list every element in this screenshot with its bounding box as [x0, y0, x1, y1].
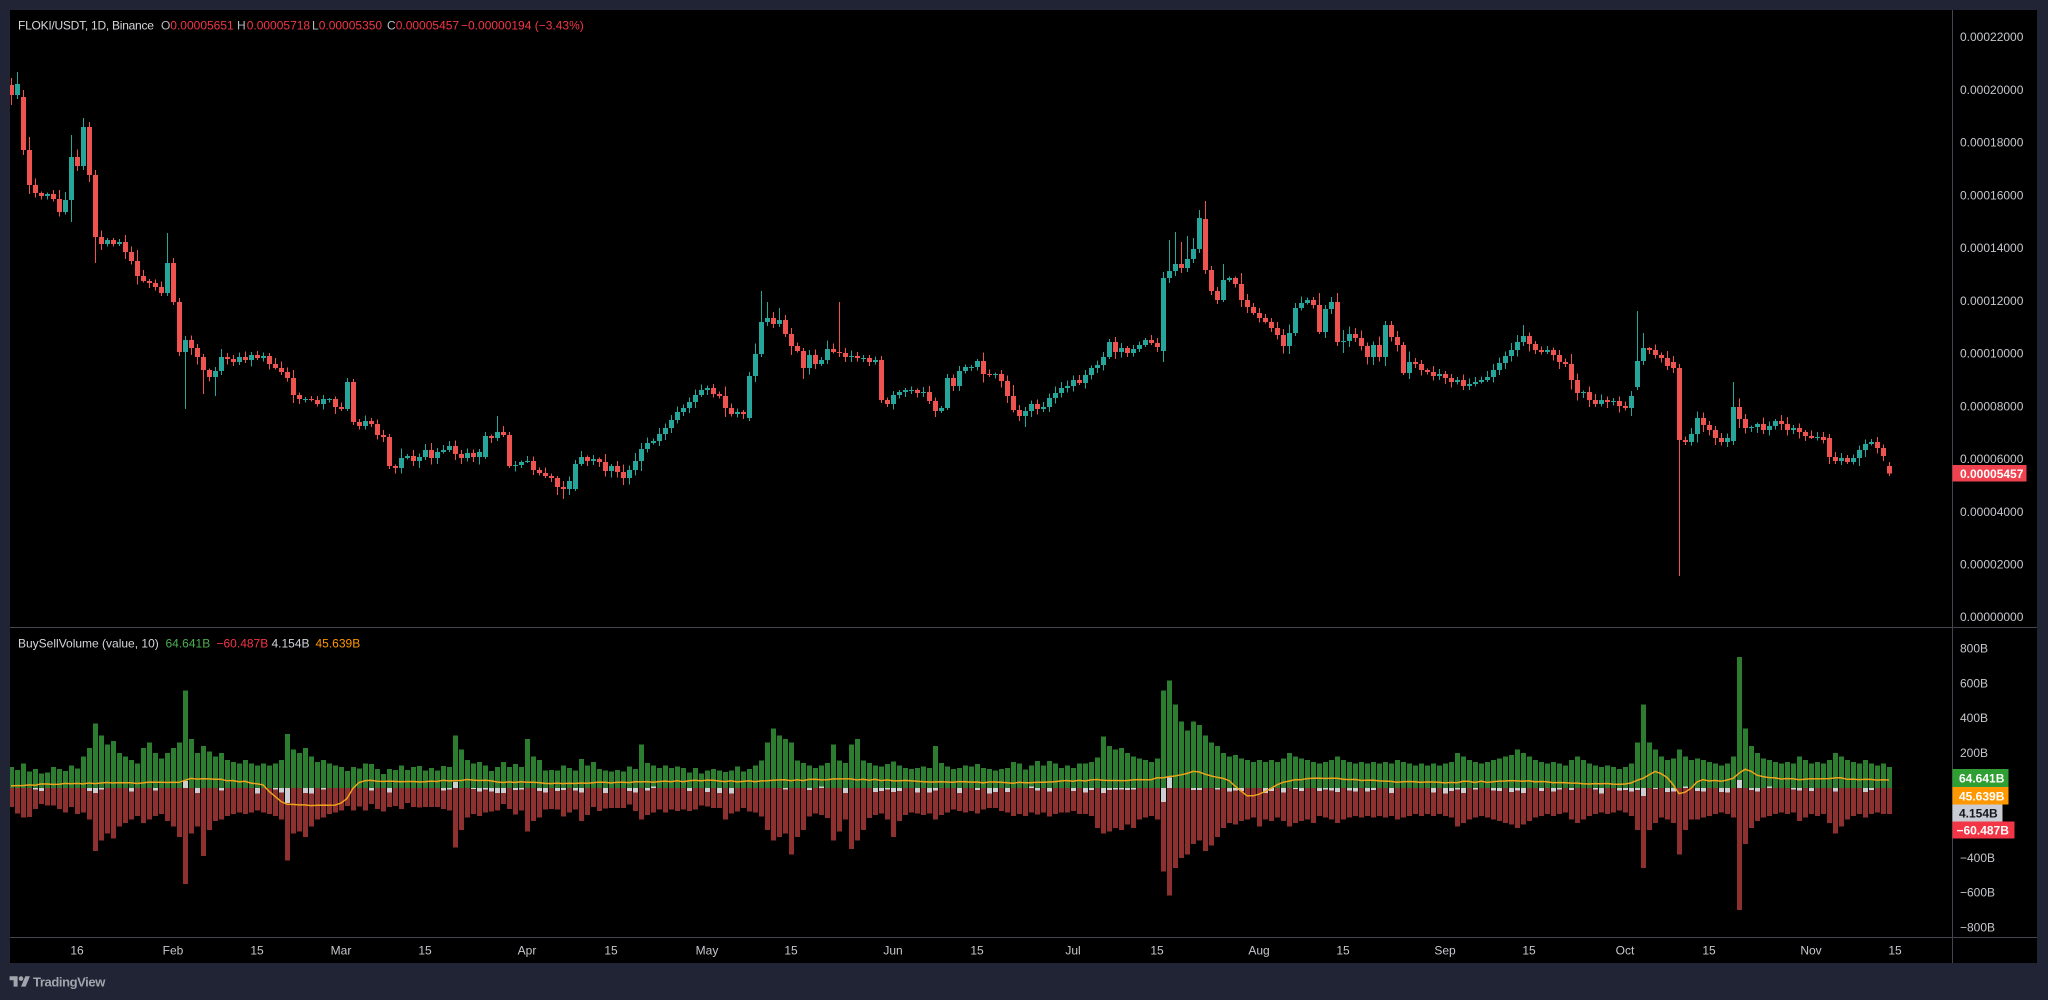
- svg-text:15: 15: [784, 944, 798, 958]
- svg-text:−60.487B: −60.487B: [1957, 824, 2010, 838]
- svg-text:0.00006000: 0.00006000: [1960, 452, 2024, 466]
- svg-text:0.00005651: 0.00005651: [170, 19, 234, 33]
- svg-text:0.00010000: 0.00010000: [1960, 347, 2024, 361]
- svg-text:0.00022000: 0.00022000: [1960, 30, 2024, 44]
- svg-text:45.639B: 45.639B: [316, 637, 361, 651]
- svg-text:0.00002000: 0.00002000: [1960, 558, 2024, 572]
- svg-text:4.154B: 4.154B: [1959, 807, 1998, 821]
- svg-text:−800B: −800B: [1960, 921, 1995, 935]
- svg-text:FLOKI/USDT, 1D, Binance: FLOKI/USDT, 1D, Binance: [18, 19, 154, 33]
- svg-text:Nov: Nov: [1800, 944, 1821, 958]
- svg-text:0.00000000: 0.00000000: [1960, 610, 2024, 624]
- svg-text:0.00008000: 0.00008000: [1960, 399, 2024, 413]
- svg-text:800B: 800B: [1960, 641, 1988, 655]
- svg-text:O: O: [161, 19, 170, 33]
- svg-text:4.154B: 4.154B: [272, 637, 310, 651]
- svg-text:400B: 400B: [1960, 711, 1988, 725]
- svg-text:15: 15: [1702, 944, 1716, 958]
- svg-text:15: 15: [250, 944, 264, 958]
- svg-text:15: 15: [1888, 944, 1902, 958]
- svg-text:Mar: Mar: [331, 944, 352, 958]
- svg-text:Feb: Feb: [163, 944, 184, 958]
- svg-text:15: 15: [1150, 944, 1164, 958]
- svg-text:64.641B: 64.641B: [1959, 772, 2005, 786]
- svg-text:C: C: [387, 19, 396, 33]
- svg-text:0.00018000: 0.00018000: [1960, 136, 2024, 150]
- svg-text:600B: 600B: [1960, 676, 1988, 690]
- svg-text:0.00012000: 0.00012000: [1960, 294, 2024, 308]
- svg-text:15: 15: [604, 944, 618, 958]
- svg-text:0.00005718: 0.00005718: [247, 19, 311, 33]
- svg-text:TradingView: TradingView: [33, 975, 106, 990]
- svg-text:15: 15: [1522, 944, 1536, 958]
- svg-text:0.00016000: 0.00016000: [1960, 188, 2024, 202]
- svg-text:May: May: [696, 944, 719, 958]
- svg-text:Sep: Sep: [1434, 944, 1456, 958]
- svg-text:Jul: Jul: [1065, 944, 1080, 958]
- svg-text:0.00005457: 0.00005457: [1960, 467, 2024, 481]
- svg-text:BuySellVolume (value, 10): BuySellVolume (value, 10): [18, 637, 159, 651]
- svg-text:200B: 200B: [1960, 746, 1988, 760]
- svg-text:45.639B: 45.639B: [1959, 790, 2005, 804]
- svg-text:64.641B: 64.641B: [166, 637, 211, 651]
- svg-text:0.00005350: 0.00005350: [319, 19, 383, 33]
- svg-text:15: 15: [418, 944, 432, 958]
- svg-text:Aug: Aug: [1248, 944, 1269, 958]
- svg-text:H: H: [237, 19, 246, 33]
- svg-text:0.00020000: 0.00020000: [1960, 83, 2024, 97]
- svg-text:Jun: Jun: [883, 944, 902, 958]
- svg-text:L: L: [312, 19, 319, 33]
- svg-text:15: 15: [970, 944, 984, 958]
- svg-text:−600B: −600B: [1960, 886, 1995, 900]
- svg-text:15: 15: [1336, 944, 1350, 958]
- svg-text:0.00004000: 0.00004000: [1960, 505, 2024, 519]
- svg-text:Oct: Oct: [1616, 944, 1635, 958]
- svg-text:−60.487B: −60.487B: [217, 637, 269, 651]
- svg-text:16: 16: [70, 944, 84, 958]
- svg-text:Apr: Apr: [518, 944, 537, 958]
- svg-text:0.00014000: 0.00014000: [1960, 241, 2024, 255]
- svg-text:−400B: −400B: [1960, 851, 1995, 865]
- svg-text:−0.00000194 (−3.43%): −0.00000194 (−3.43%): [461, 19, 584, 33]
- svg-text:0.00005457: 0.00005457: [396, 19, 460, 33]
